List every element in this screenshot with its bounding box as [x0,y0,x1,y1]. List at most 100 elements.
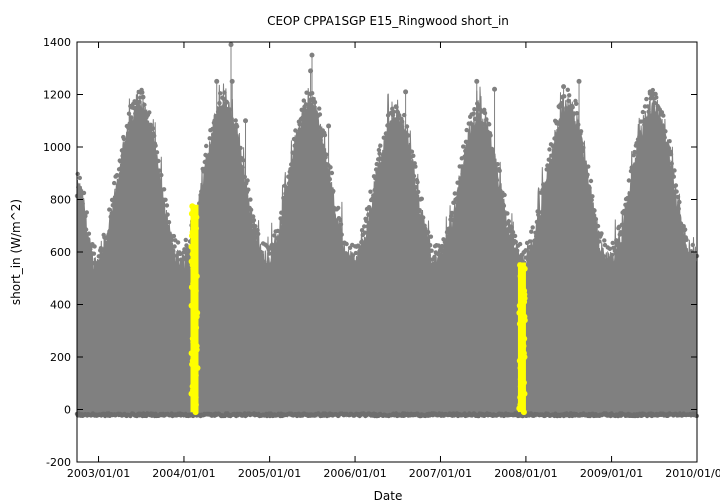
data-point [528,244,533,249]
data-point [513,239,518,245]
data-point [328,165,333,170]
highlight-point [192,287,199,294]
data-point [630,181,635,187]
data-point [376,147,382,153]
data-point [83,213,88,219]
data-point [183,237,188,243]
data-point [339,232,344,237]
data-point [289,169,295,174]
highlight-point [520,409,527,416]
data-point [623,202,628,207]
data-point [238,145,243,151]
data-point [262,259,267,264]
x-axis-title: Date [374,489,403,503]
data-point [199,192,205,197]
data-point [374,161,379,167]
data-point [493,168,498,174]
data-point [435,251,441,257]
data-point [551,149,556,154]
data-point [210,126,215,132]
x-tick-label: 2006/01/01 [323,467,386,480]
data-point [137,99,142,105]
data-point [388,127,393,133]
data-point [512,233,518,239]
data-point [174,253,179,258]
data-point [146,127,151,132]
data-point [240,165,245,170]
data-point [593,217,599,222]
data-point [319,143,325,148]
data-point [242,174,247,180]
data-point [335,224,340,229]
data-point [219,105,224,110]
data-point [567,107,573,113]
data-point [272,251,278,256]
data-point [652,100,658,106]
data-point [660,123,665,128]
data-point [126,111,132,116]
data-point [401,137,406,143]
data-point [415,180,420,185]
data-point [343,257,348,262]
data-point [285,194,290,199]
data-point [267,267,273,272]
data-point [147,138,153,143]
data-point [86,237,91,242]
data-point [291,158,296,163]
data-point [422,223,427,228]
data-point [472,116,478,122]
data-point [140,90,145,95]
y-tick-label: 1400 [43,36,71,49]
data-point [653,91,658,97]
data-point [324,152,329,157]
data-point [578,129,584,134]
data-point [251,214,256,219]
data-point [446,233,452,238]
data-point [463,139,469,144]
data-point [539,209,544,215]
data-point [280,220,285,225]
data-point [361,240,366,245]
data-point [270,242,275,247]
outlier-point [474,78,480,84]
data-point [162,216,167,222]
outlier-point [403,89,409,95]
outlier-point [214,78,220,84]
data-point [115,186,120,192]
data-point [116,183,121,188]
data-point [574,111,580,116]
data-point [215,114,220,119]
data-point [329,170,335,176]
data-point [389,120,394,125]
data-point [80,201,85,206]
outlier-point [140,94,146,100]
data-point [275,228,280,234]
data-point [197,201,202,206]
data-point [589,197,594,203]
data-point [423,237,429,243]
data-point [419,196,424,201]
data-point [359,228,365,233]
data-point [179,268,184,273]
highlight-point [521,265,528,272]
data-point [161,187,167,192]
data-point [399,119,405,124]
data-point [678,221,684,226]
data-point [567,93,572,98]
data-point [621,232,626,238]
data-point [272,233,277,238]
highlight-point [516,320,523,327]
data-point [602,238,607,243]
data-point [217,100,222,106]
outlier-point [326,123,332,129]
data-point [431,265,436,271]
highlight-point [517,394,524,401]
highlight-point [517,262,524,269]
data-point [267,251,272,256]
data-point [348,267,353,272]
data-point [649,115,654,120]
data-point [640,109,646,115]
data-point [156,158,161,164]
data-point [550,158,555,163]
data-point [527,239,533,244]
